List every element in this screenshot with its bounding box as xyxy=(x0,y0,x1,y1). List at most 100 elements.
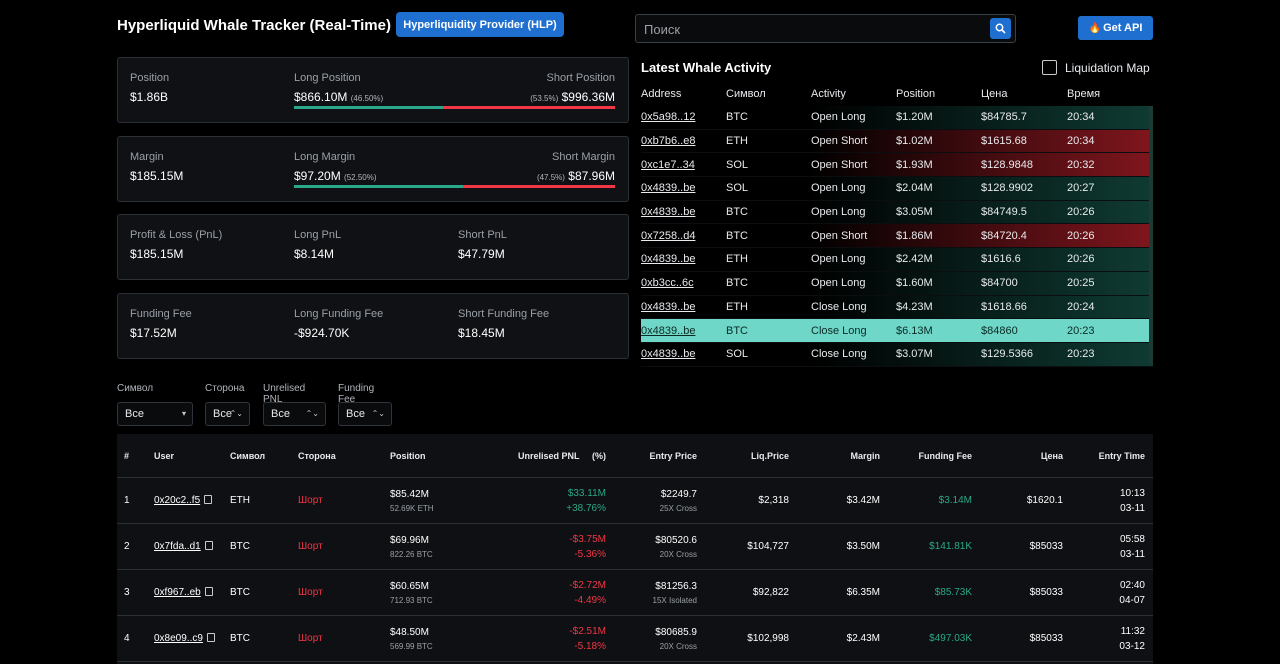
activity-position: $2.42M xyxy=(896,253,933,266)
activity-row[interactable]: 0x4839..be ETH Open Long $2.42M $1616.6 20:26 xyxy=(641,248,1153,272)
get-api-button[interactable]: 🔥 Get API xyxy=(1078,16,1153,40)
position-size: 52.69K ETH xyxy=(390,503,434,513)
activity-symbol: BTC xyxy=(726,229,748,242)
short-margin-amount: $87.96M xyxy=(568,169,615,183)
activity-address-link[interactable]: 0xb3cc..6c xyxy=(641,277,694,290)
long-margin-pct: (52.50%) xyxy=(344,173,377,182)
filter-funding-label: Funding Fee xyxy=(338,383,375,405)
row-entry-time: 10:13 03-11 xyxy=(1063,488,1153,514)
row-pnl: -$2.72M -4.49% xyxy=(480,580,606,606)
activity-row[interactable]: 0x5a98..12 BTC Open Long $1.20M $84785.7 20:3… xyxy=(641,106,1153,130)
activity-type: Open Long xyxy=(811,182,866,195)
activity-address-link[interactable]: 0x5a98..12 xyxy=(641,111,696,124)
copy-icon[interactable] xyxy=(204,541,213,550)
activity-symbol: BTC xyxy=(726,324,748,337)
copy-icon[interactable] xyxy=(206,633,215,642)
long-funding-label: Long Funding Fee xyxy=(294,308,384,320)
row-price: $85033 xyxy=(1029,587,1063,598)
search-box xyxy=(635,14,1016,43)
activity-address-link[interactable]: 0xb7b6..e8 xyxy=(641,135,696,148)
liquidation-map-toggle[interactable]: Liquidation Map xyxy=(1042,60,1150,75)
entry-price-value: $81256.3 xyxy=(655,580,697,592)
row-entry-time: 05:58 03-11 xyxy=(1063,534,1153,560)
row-index: 4 xyxy=(124,633,130,644)
hlp-button[interactable]: Hyperliquidity Provider (HLP) xyxy=(396,12,564,37)
col-price: Цена xyxy=(1040,450,1063,461)
activity-address-link[interactable]: 0x4839..be xyxy=(641,300,696,313)
sort-arrows-icon: ⌃⌄ xyxy=(305,409,319,418)
search-input[interactable] xyxy=(644,19,984,39)
short-position-label: Short Position xyxy=(546,72,615,84)
row-index: 1 xyxy=(124,495,130,506)
sort-arrows-icon: ⌃⌄ xyxy=(371,409,385,418)
margin-ratio-bar xyxy=(294,185,615,188)
filter-symbol-select[interactable]: Все ▾ xyxy=(117,402,193,426)
activity-position: $1.86M xyxy=(896,229,933,242)
filter-pnl-select[interactable]: Все ⌃⌄ xyxy=(263,402,326,426)
row-pnl: -$2.51M -5.18% xyxy=(480,626,606,652)
user-link[interactable]: 0x8e09..c9 xyxy=(154,633,203,644)
activity-row[interactable]: 0x4839..be ETH Close Long $4.23M $1618.66 20:… xyxy=(641,295,1153,320)
filter-funding-select[interactable]: Все ⌃⌄ xyxy=(338,402,392,426)
copy-icon[interactable] xyxy=(204,587,213,596)
activity-address-link[interactable]: 0x4839..be xyxy=(641,348,696,361)
short-pnl-value: $47.79M xyxy=(458,247,505,261)
row-user[interactable]: 0x8e09..c9 xyxy=(154,633,230,644)
activity-symbol: SOL xyxy=(726,182,749,195)
filter-side-label: Сторона xyxy=(205,383,245,394)
activity-address-link[interactable]: 0x4839..be xyxy=(641,253,696,266)
activity-time: 20:34 xyxy=(1067,111,1095,124)
activity-row[interactable]: 0xb3cc..6c BTC Open Long $1.60M $84700 20:25 xyxy=(641,271,1153,296)
activity-time: 20:34 xyxy=(1067,135,1095,148)
long-position-pct: (46.50%) xyxy=(350,94,384,103)
activity-row[interactable]: 0x4839..be SOL Open Long $2.04M $128.9902 20:… xyxy=(641,177,1153,201)
activity-address-link[interactable]: 0x4839..be xyxy=(641,324,696,337)
search-button[interactable] xyxy=(990,18,1011,39)
activity-scrollbar[interactable] xyxy=(1149,106,1153,364)
col-entry-time: Entry Time xyxy=(1098,450,1145,461)
entry-time: 02:40 xyxy=(1119,579,1145,591)
position-value: $69.96M xyxy=(390,534,429,546)
row-margin: $6.35M xyxy=(846,587,880,598)
activity-row[interactable]: 0xb7b6..e8 ETH Open Short $1.02M $1615.68 20:… xyxy=(641,129,1153,154)
row-user[interactable]: 0x20c2..f5 xyxy=(154,495,230,506)
activity-address-link[interactable]: 0x7258..d4 xyxy=(641,229,696,242)
user-link[interactable]: 0x7fda..d1 xyxy=(154,541,201,552)
activity-symbol: ETH xyxy=(726,300,748,313)
copy-icon[interactable] xyxy=(204,495,213,504)
user-link[interactable]: 0x20c2..f5 xyxy=(154,495,201,506)
pnl-percent: -5.36% xyxy=(574,548,606,560)
activity-address-link[interactable]: 0x4839..be xyxy=(641,182,696,195)
activity-row[interactable]: 0x7258..d4 BTC Open Short $1.86M $84720.4 20:… xyxy=(641,224,1153,249)
table-row: 4 0x8e09..c9 BTC Шорт $48.50M 569.99 BTC -$2.5… xyxy=(117,616,1153,662)
filter-symbol-label: Символ xyxy=(117,383,154,394)
activity-position: $3.05M xyxy=(896,206,933,219)
row-price: $85033 xyxy=(1029,541,1063,552)
entry-price-value: $2249.7 xyxy=(660,488,697,500)
row-index: 3 xyxy=(124,587,130,598)
row-user[interactable]: 0x7fda..d1 xyxy=(154,541,230,552)
activity-row[interactable]: 0xc1e7..34 SOL Open Short $1.93M $128.9848 20… xyxy=(641,153,1153,178)
activity-type: Close Long xyxy=(811,324,867,337)
entry-time: 10:13 xyxy=(1119,487,1145,499)
liquidation-map-checkbox[interactable] xyxy=(1042,60,1057,75)
activity-row[interactable]: 0x4839..be BTC Open Long $3.05M $84749.5 20:2… xyxy=(641,200,1153,225)
filter-side-select[interactable]: Все ⌃⌄ xyxy=(205,402,250,426)
activity-type: Open Long xyxy=(811,111,866,124)
activity-price: $84785.7 xyxy=(981,111,1027,124)
row-user[interactable]: 0xf967..eb xyxy=(154,587,230,598)
activity-symbol: ETH xyxy=(726,253,748,266)
activity-price: $128.9848 xyxy=(981,158,1033,171)
activity-address-link[interactable]: 0xc1e7..34 xyxy=(641,158,695,171)
row-pnl: $33.11M +38.76% xyxy=(480,488,606,514)
activity-type: Close Long xyxy=(811,300,867,313)
activity-symbol: BTC xyxy=(726,206,748,219)
col-user: User xyxy=(154,450,175,461)
row-entry-price: $80520.6 20X Cross xyxy=(606,535,697,559)
activity-row[interactable]: 0x4839..be BTC Close Long $6.13M $84860 20:23 xyxy=(641,319,1153,343)
fire-icon: 🔥 xyxy=(1088,22,1102,34)
activity-address-link[interactable]: 0x4839..be xyxy=(641,206,696,219)
user-link[interactable]: 0xf967..eb xyxy=(154,587,201,598)
row-liq-price: $102,998 xyxy=(747,633,789,644)
activity-row[interactable]: 0x4839..be SOL Close Long $3.07M $129.5366 20… xyxy=(641,342,1153,367)
